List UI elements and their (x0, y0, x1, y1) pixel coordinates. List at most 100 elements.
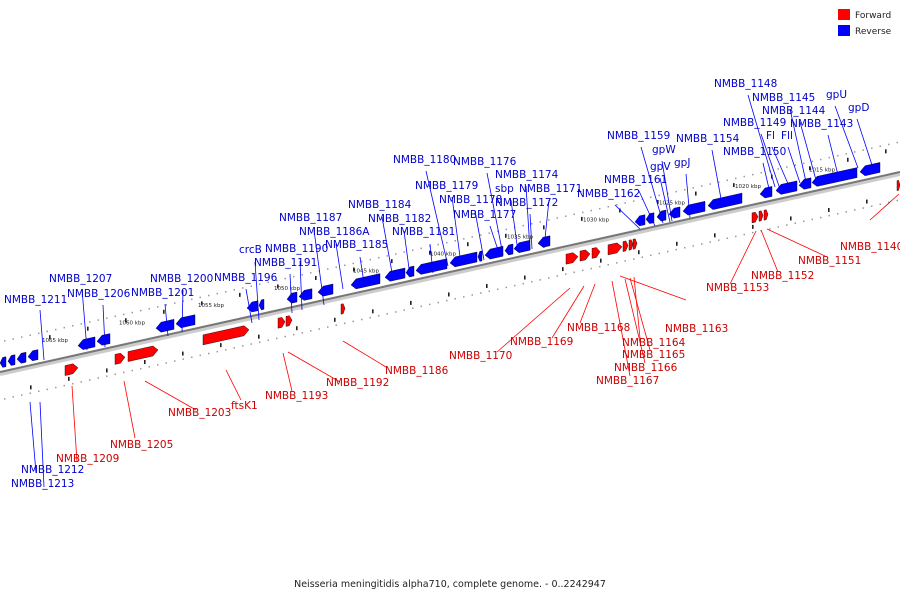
scale-dot (820, 216, 822, 219)
tick-label: 1020 kbp (735, 184, 761, 190)
tick-label: 1060 kbp (119, 321, 145, 327)
scale-tick (201, 301, 203, 306)
scale-dot (437, 243, 439, 246)
scale-tick (258, 334, 260, 339)
scale-tick (144, 360, 146, 364)
scale-dot (267, 339, 269, 342)
reverse-gene-arrow (759, 186, 773, 199)
scale-dot (140, 367, 142, 370)
forward-leader-line (619, 275, 687, 301)
scale-dot (743, 233, 745, 236)
forward-gene-arrow (632, 238, 638, 250)
reverse-gene-label: NMBB_1200 (150, 273, 213, 285)
scale-tick (657, 200, 659, 204)
scale-dot (726, 179, 728, 182)
reverse-gene-label: NMBB_1190 (265, 243, 328, 255)
reverse-leader-line (711, 149, 723, 205)
scale-dot (174, 302, 176, 304)
scale-dot (514, 284, 516, 287)
forward-gene-arrow (622, 240, 629, 252)
scale-dot (259, 341, 261, 343)
scale-dot (692, 187, 694, 189)
reverse-gene-label: NMBB_1174 (495, 169, 559, 181)
scale-dot (369, 258, 371, 261)
scale-dot (794, 164, 796, 166)
forward-gene-label: ftsK1 (231, 400, 258, 412)
scale-dot (743, 175, 745, 178)
scale-dot (616, 262, 618, 264)
scale-dot (395, 253, 397, 255)
scale-dot (80, 381, 82, 383)
scale-dot (794, 222, 796, 224)
forward-gene-arrow (896, 180, 900, 191)
reverse-gene-arrow (645, 212, 655, 224)
scale-dot (429, 245, 431, 248)
scale-dot (471, 294, 473, 296)
reverse-leader-line (789, 108, 807, 183)
scale-dot (12, 396, 14, 398)
scale-tick (334, 317, 336, 322)
scale-tick (467, 242, 469, 247)
forward-gene-label: NMBB_1192 (326, 377, 389, 389)
scale-dot (420, 247, 422, 250)
legend-reverse-swatch (838, 25, 850, 36)
scale-dot (191, 356, 193, 359)
reverse-leader-line (335, 243, 344, 290)
reverse-gene-arrow (504, 243, 514, 256)
scale-dot (607, 264, 609, 266)
forward-gene-arrow (565, 252, 579, 265)
scale-dot (573, 213, 575, 216)
scale-dot (378, 257, 380, 259)
scale-tick (391, 259, 393, 264)
scale-dot (89, 379, 91, 381)
reverse-leader-line (659, 177, 671, 223)
tick-label: 1045 kbp (353, 269, 379, 275)
reverse-leader-line (474, 210, 485, 261)
reverse-gene-label: NMBB_1212 (21, 464, 84, 476)
tick-label: 1035 kbp (507, 234, 533, 240)
reverse-gene-label: gpJ (674, 157, 690, 169)
scale-dot (786, 224, 788, 226)
scale-dot (896, 199, 898, 202)
scale-dot (582, 211, 584, 214)
scale-dot (454, 240, 456, 242)
scale-dot (123, 371, 125, 374)
scale-dot (80, 323, 82, 325)
reverse-gene-label: gpW (652, 144, 676, 156)
scale-dot (46, 330, 48, 333)
scale-dot (684, 247, 686, 249)
scale-dot (658, 252, 660, 255)
scale-tick (714, 233, 716, 238)
scale-dot (556, 217, 558, 219)
scale-dot (752, 173, 754, 176)
forward-gene-arrow (591, 247, 601, 259)
scale-dot (531, 223, 533, 225)
reverse-gene-arrow (286, 291, 298, 304)
reverse-gene-arrow (415, 258, 448, 275)
scale-tick (410, 300, 412, 305)
scale-dot (191, 298, 193, 301)
scale-tick (182, 351, 184, 356)
forward-gene-arrow (751, 211, 759, 224)
forward-leader-line (579, 283, 596, 324)
reverse-gene-label: NMBB_1177 (453, 209, 516, 221)
scale-dot (55, 328, 57, 331)
forward-gene-arrow (579, 249, 591, 262)
scale-dot (293, 275, 295, 278)
reverse-gene-label: NMBB_1180 (393, 154, 456, 166)
scale-dot (38, 390, 40, 393)
scale-dot (284, 335, 286, 338)
scale-tick (524, 275, 526, 280)
reverse-gene-label: NMBB_1201 (131, 287, 194, 299)
scale-dot (862, 149, 864, 151)
reverse-gene-label: NMBB_1159 (607, 130, 670, 142)
scale-dot (599, 207, 601, 210)
reverse-gene-label: NMBB_1162 (577, 188, 640, 200)
genome-caption: Neisseria meningitidis alpha710, complet… (294, 579, 606, 590)
forward-gene-label: NMBB_1186 (385, 365, 449, 377)
scale-dot (216, 292, 218, 295)
reverse-leader-line (834, 105, 859, 169)
forward-leader-line (611, 280, 631, 377)
reverse-gene-arrow (798, 177, 812, 190)
